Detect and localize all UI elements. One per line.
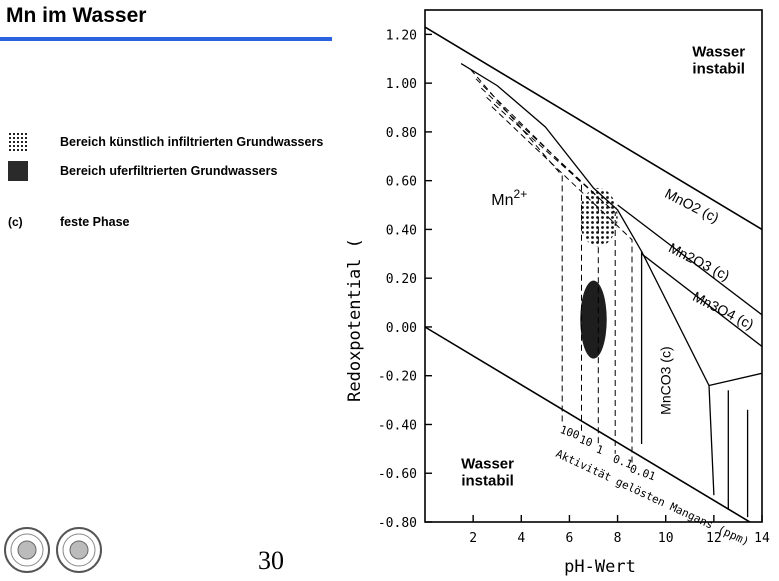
activity-line-label: 1	[594, 443, 605, 457]
activity-line-0	[470, 69, 563, 425]
field-label-line: Wasser	[692, 43, 745, 60]
water-upper-boundary	[425, 26, 762, 231]
activity-line-label: 0.1	[611, 452, 634, 471]
y-tick-label: 0.40	[386, 223, 417, 238]
y-tick-label: 1.20	[386, 28, 417, 43]
dark-swatch-icon	[8, 161, 34, 181]
y-tick-label: 0.60	[386, 175, 417, 190]
x-tick-label: 10	[658, 531, 674, 546]
y-tick-label: 0.80	[386, 126, 417, 141]
field-label: Wasser instabil	[461, 455, 514, 489]
y-tick-label: 0.00	[386, 321, 417, 336]
x-tick-label: 6	[566, 531, 574, 546]
y-tick-label: 1.00	[386, 77, 417, 92]
mn2-superscript: 2+	[514, 187, 528, 201]
activity-line-label: 10	[577, 433, 594, 450]
x-tick-label: 8	[614, 531, 622, 546]
plot-frame	[424, 9, 763, 523]
field-label-mn2: Mn2+	[491, 187, 527, 209]
boundary-mn2o3-lower	[641, 253, 762, 348]
legend-label: Bereich künstlich infiltrierten Grundwas…	[60, 135, 324, 149]
y-axis-label: Redoxpotential (	[345, 238, 365, 402]
boundary-mnco3-right	[641, 251, 715, 496]
boundary-mn3o4-lower	[708, 372, 762, 387]
field-label-line: instabil	[692, 60, 745, 77]
x-tick-label: 4	[517, 531, 525, 546]
dotted-swatch-icon	[8, 132, 34, 152]
y-axis: 1.20 1.00 0.80 0.60 0.40 0.20 0.00 -0.20 -0.40 -0…	[378, 28, 432, 531]
x-tick-label: 2	[469, 531, 477, 546]
activity-line-3	[486, 97, 616, 454]
mn2-base: Mn	[491, 192, 513, 209]
field-label-mn3o4: Mn3O4 (c)	[690, 288, 756, 332]
pourbaix-diagram: 1.20 1.00 0.80 0.60 0.40 0.20 0.00 -0.20 -0.40 -0…	[345, 9, 770, 577]
field-label-line: instabil	[461, 472, 514, 489]
y-tick-label: -0.40	[378, 418, 417, 433]
water-lower-boundary	[425, 326, 752, 522]
activity-line-4	[491, 106, 633, 464]
boundary-mn2-mnox-curve	[460, 63, 643, 252]
title-underline	[0, 37, 332, 41]
page-title: Mn im Wasser	[6, 4, 147, 27]
x-axis-label: pH-Wert	[564, 557, 636, 577]
bankfiltered-groundwater-region	[580, 280, 607, 359]
legend-item-infiltrated: Bereich künstlich infiltrierten Grundwas…	[8, 131, 323, 153]
field-label: Wasser instabil	[692, 43, 745, 77]
legend-label: feste Phase	[60, 215, 130, 229]
legend-item-bankfiltered: Bereich uferfiltrierten Grundwassers	[8, 160, 277, 182]
activity-axis-label: Aktivität gelösten Mangans (ppm)	[554, 447, 752, 548]
activity-line-label: 100	[558, 423, 581, 442]
y-tick-label: 0.20	[386, 272, 417, 287]
field-label-mno2: MnO2 (c)	[662, 185, 721, 226]
university-seal-icon	[4, 527, 50, 573]
activity-line-1	[475, 78, 582, 435]
legend-item-solid-phase: (c) feste Phase	[8, 211, 129, 233]
y-tick-label: -0.80	[378, 516, 417, 531]
boundary-mno2-lower	[617, 204, 762, 316]
x-tick-label: 12	[706, 531, 722, 546]
university-seal-icon	[56, 527, 102, 573]
university-seals	[4, 527, 102, 573]
x-axis: 2 4 6 8 10 12 14	[469, 515, 770, 546]
page-number: 30	[258, 546, 284, 575]
plot-area	[425, 26, 762, 522]
activity-line-2	[480, 87, 599, 444]
legend-label: Bereich uferfiltrierten Grundwassers	[60, 164, 278, 178]
y-tick-label: -0.20	[378, 370, 417, 385]
field-label-line: Wasser	[461, 455, 514, 472]
field-label-mn2o3: Mn2O3 (c)	[666, 239, 732, 283]
y-tick-label: -0.60	[378, 467, 417, 482]
field-label-mnco3: MnCO3 (c)	[658, 346, 674, 414]
legend-symbol: (c)	[8, 215, 23, 229]
x-tick-label: 14	[754, 531, 770, 546]
